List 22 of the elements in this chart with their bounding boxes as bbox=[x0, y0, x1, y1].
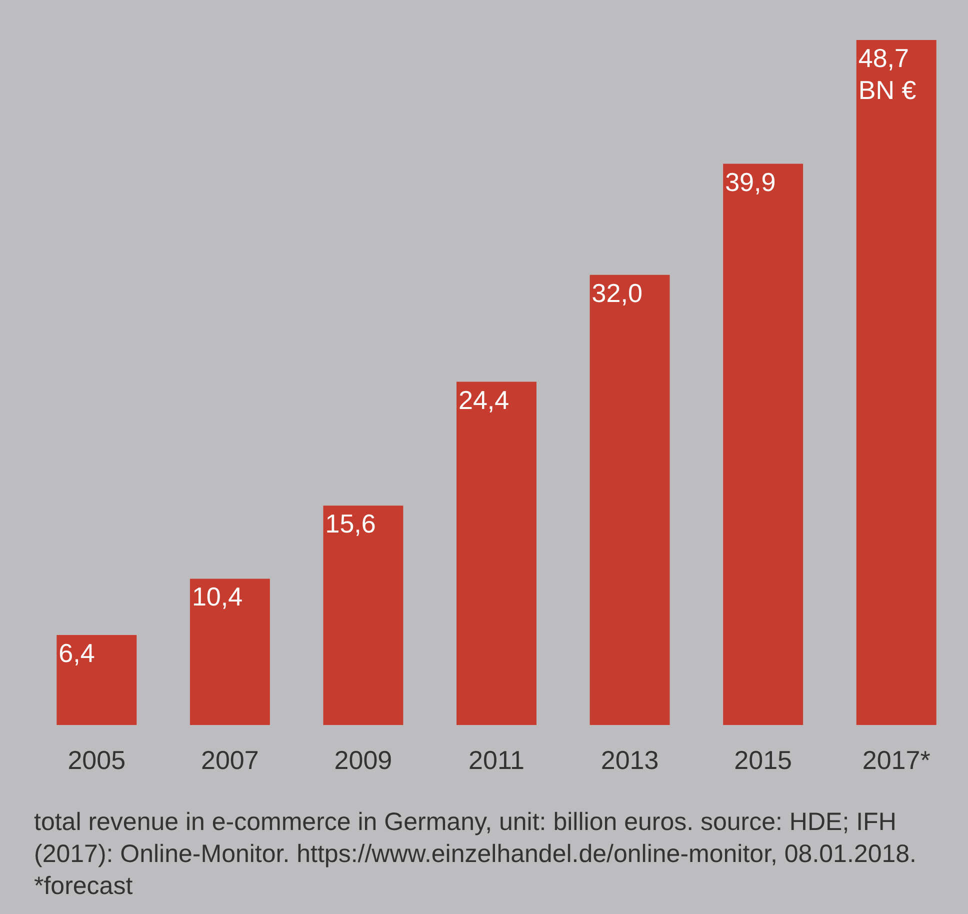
bar bbox=[590, 274, 670, 725]
bar bbox=[56, 634, 137, 725]
data-label: 10,4 bbox=[192, 582, 243, 612]
x-tick-label: 2011 bbox=[468, 745, 524, 775]
data-label: 24,4 bbox=[458, 384, 510, 415]
bar bbox=[723, 164, 804, 725]
data-label: 15,6 bbox=[325, 508, 376, 539]
data-label: 6,4 bbox=[58, 638, 95, 668]
data-label: 48,7 BN € bbox=[858, 43, 917, 105]
x-tick-label: 2015 bbox=[734, 745, 792, 775]
bar bbox=[323, 506, 404, 725]
data-label: 39,9 bbox=[725, 166, 776, 197]
text: total revenue in e-commerce in Germany, unit: billion euros. source: HDE; IFH (2017): Online-Monitor. https://www.einzelhandel.de/online-monitor, 08.01.2018. *forecast bbox=[34, 807, 918, 902]
x-tick-label: 2007 bbox=[201, 745, 259, 775]
bar bbox=[856, 40, 936, 725]
x-tick-label: 2005 bbox=[68, 745, 126, 775]
bar bbox=[190, 578, 270, 725]
bar bbox=[456, 382, 536, 725]
x-tick-label: 2013 bbox=[600, 745, 659, 775]
x-tick-label: 2017* bbox=[862, 745, 930, 775]
x-tick-label: 2009 bbox=[334, 745, 392, 775]
data-label: 32,0 bbox=[592, 278, 642, 308]
